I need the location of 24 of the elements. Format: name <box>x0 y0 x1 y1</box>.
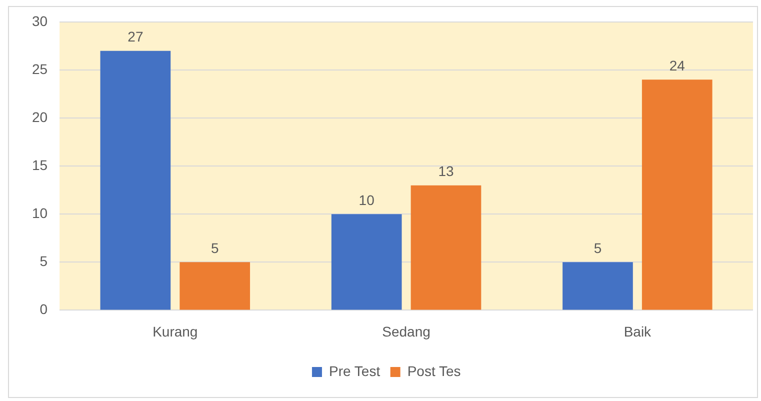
data-label: 5 <box>594 240 602 256</box>
x-tick-label: Sedang <box>382 323 430 340</box>
legend-label: Post Tes <box>407 362 461 379</box>
y-tick-label: 5 <box>40 253 48 270</box>
bar <box>562 262 633 310</box>
data-label: 10 <box>358 192 375 208</box>
y-tick-label: 10 <box>32 204 48 221</box>
bar <box>410 185 482 310</box>
y-tick-label: 20 <box>32 108 48 125</box>
bar <box>642 80 712 310</box>
y-tick-label: 15 <box>32 156 48 173</box>
y-tick-label: 30 <box>32 12 48 29</box>
legend-label: Pre Test <box>328 362 380 379</box>
x-tick-label: Kurang <box>152 323 198 340</box>
data-label: 5 <box>210 240 219 256</box>
y-tick-label: 0 <box>40 301 48 318</box>
y-tick-label: 25 <box>32 60 48 77</box>
bar <box>331 214 402 310</box>
data-label: 24 <box>669 58 686 74</box>
data-label: 13 <box>438 163 454 180</box>
x-tick-label: Baik <box>624 323 652 340</box>
bar <box>100 50 171 310</box>
data-label: 27 <box>128 28 144 45</box>
bar <box>180 262 250 310</box>
